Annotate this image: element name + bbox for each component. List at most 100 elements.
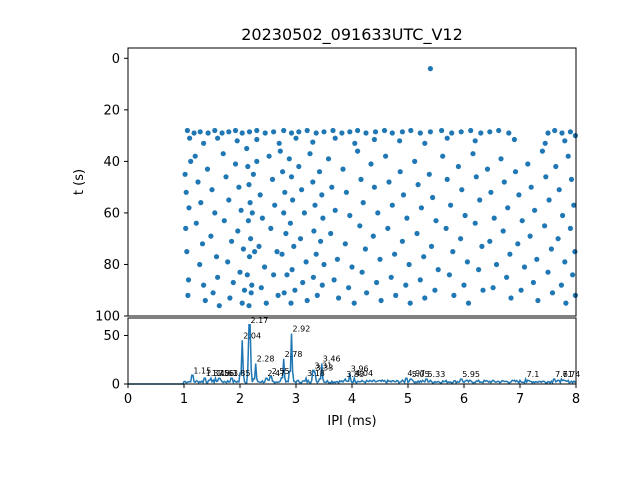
scatter-point <box>342 241 348 247</box>
histogram-x-tick-label: 1 <box>180 392 188 407</box>
scatter-point <box>310 274 316 280</box>
scatter-point <box>446 272 452 278</box>
scatter-point <box>455 163 461 170</box>
scatter-point <box>201 282 207 288</box>
scatter-point <box>525 161 531 167</box>
scatter-point <box>300 279 306 286</box>
scatter-point <box>197 261 203 268</box>
scatter-point <box>296 129 302 135</box>
scatter-point <box>319 282 325 288</box>
scatter-point <box>227 295 233 301</box>
scatter-point <box>476 267 482 273</box>
scatter-point <box>428 243 435 249</box>
scatter-point <box>245 218 251 224</box>
scatter-point <box>232 127 239 134</box>
scatter-point <box>332 207 338 213</box>
scatter-point <box>549 290 556 296</box>
scatter-point <box>479 243 485 249</box>
scatter-point <box>507 251 513 257</box>
scatter-point <box>560 212 566 219</box>
scatter-point <box>343 189 349 195</box>
scatter-point <box>244 145 250 152</box>
scatter-point <box>321 129 327 135</box>
scatter-point <box>266 153 272 159</box>
peak-label: 1.56 <box>216 369 234 378</box>
scatter-point <box>527 233 533 239</box>
scatter-point <box>310 139 316 145</box>
scatter-point <box>397 138 403 144</box>
scatter-point <box>385 225 391 231</box>
scatter-point <box>245 163 251 170</box>
peak-label: 5.33 <box>427 370 445 379</box>
scatter-point <box>359 269 365 275</box>
scatter-point <box>226 129 232 135</box>
scatter-point <box>187 135 193 141</box>
scatter-point <box>444 176 450 182</box>
histogram-x-tick-label: 8 <box>572 392 580 407</box>
scatter-point <box>422 295 428 301</box>
scatter-point <box>216 303 222 309</box>
peak-label: 7.1 <box>527 370 540 379</box>
histogram-x-tick-label: 0 <box>124 392 132 407</box>
scatter-point <box>407 300 413 306</box>
scatter-point <box>282 189 288 195</box>
scatter-point <box>535 297 541 304</box>
scatter-point <box>249 282 255 288</box>
scatter-point <box>288 300 294 306</box>
scatter-point <box>234 138 240 144</box>
scatter-point <box>281 127 287 134</box>
scatter-point <box>506 130 512 136</box>
scatter-point <box>229 238 235 244</box>
scatter-point <box>347 129 353 135</box>
scatter-point <box>519 218 525 224</box>
scatter-point <box>238 207 244 213</box>
scatter-point <box>276 140 282 146</box>
peak-labels: 1.151.371.481.561.631.85 2.04 2.17 2.28 2.47… <box>193 316 580 379</box>
scatter-point <box>458 129 464 135</box>
scatter-point <box>542 223 548 229</box>
scatter-point <box>248 290 254 296</box>
peak-label: 1.15 <box>193 366 211 375</box>
scatter-point <box>417 277 423 283</box>
peak-label: 7.74 <box>562 370 580 379</box>
histogram-x-tick-label: 7 <box>516 392 524 407</box>
scatter-point <box>421 254 427 260</box>
scatter-point <box>297 236 304 242</box>
scatter-point <box>472 138 478 144</box>
scatter-point <box>186 205 192 211</box>
scatter-point <box>336 295 342 301</box>
scatter-point <box>248 236 254 242</box>
scatter-point <box>246 303 252 309</box>
scatter-point <box>281 290 287 296</box>
scatter-point <box>555 236 561 242</box>
scatter-point <box>552 127 558 134</box>
scatter-point <box>487 129 493 135</box>
scatter-point <box>313 251 319 257</box>
chart-title: 20230502_091633UTC_V12 <box>241 25 463 45</box>
peak-label: 2.55 <box>272 367 290 376</box>
scatter-points <box>182 66 579 309</box>
scatter-point <box>372 129 379 135</box>
scatter-point <box>543 174 549 180</box>
scatter-point <box>484 166 491 172</box>
scatter-point <box>185 277 192 283</box>
ipi-histogram-panel: 1.151.371.481.561.631.85 2.04 2.17 2.28 2.47… <box>103 316 580 429</box>
peak-label: 2.92 <box>293 325 311 334</box>
scatter-point <box>512 169 519 175</box>
scatter-point <box>287 220 293 226</box>
peak-label: 5.95 <box>462 370 480 379</box>
scatter-point <box>236 184 242 190</box>
scatter-y-ticks: 0 20 40 60 80 100 <box>95 52 128 325</box>
scatter-point <box>325 156 332 162</box>
scatter-point <box>240 246 246 252</box>
scatter-point <box>374 279 380 286</box>
scatter-axes-frame <box>127 47 577 317</box>
scatter-point <box>412 158 418 164</box>
scatter-point <box>329 184 335 190</box>
scatter-point <box>433 218 439 224</box>
scatter-point <box>470 151 476 157</box>
scatter-point <box>386 179 392 185</box>
scatter-point <box>288 174 295 180</box>
scatter-point <box>319 192 325 198</box>
scatter-point <box>215 274 221 280</box>
